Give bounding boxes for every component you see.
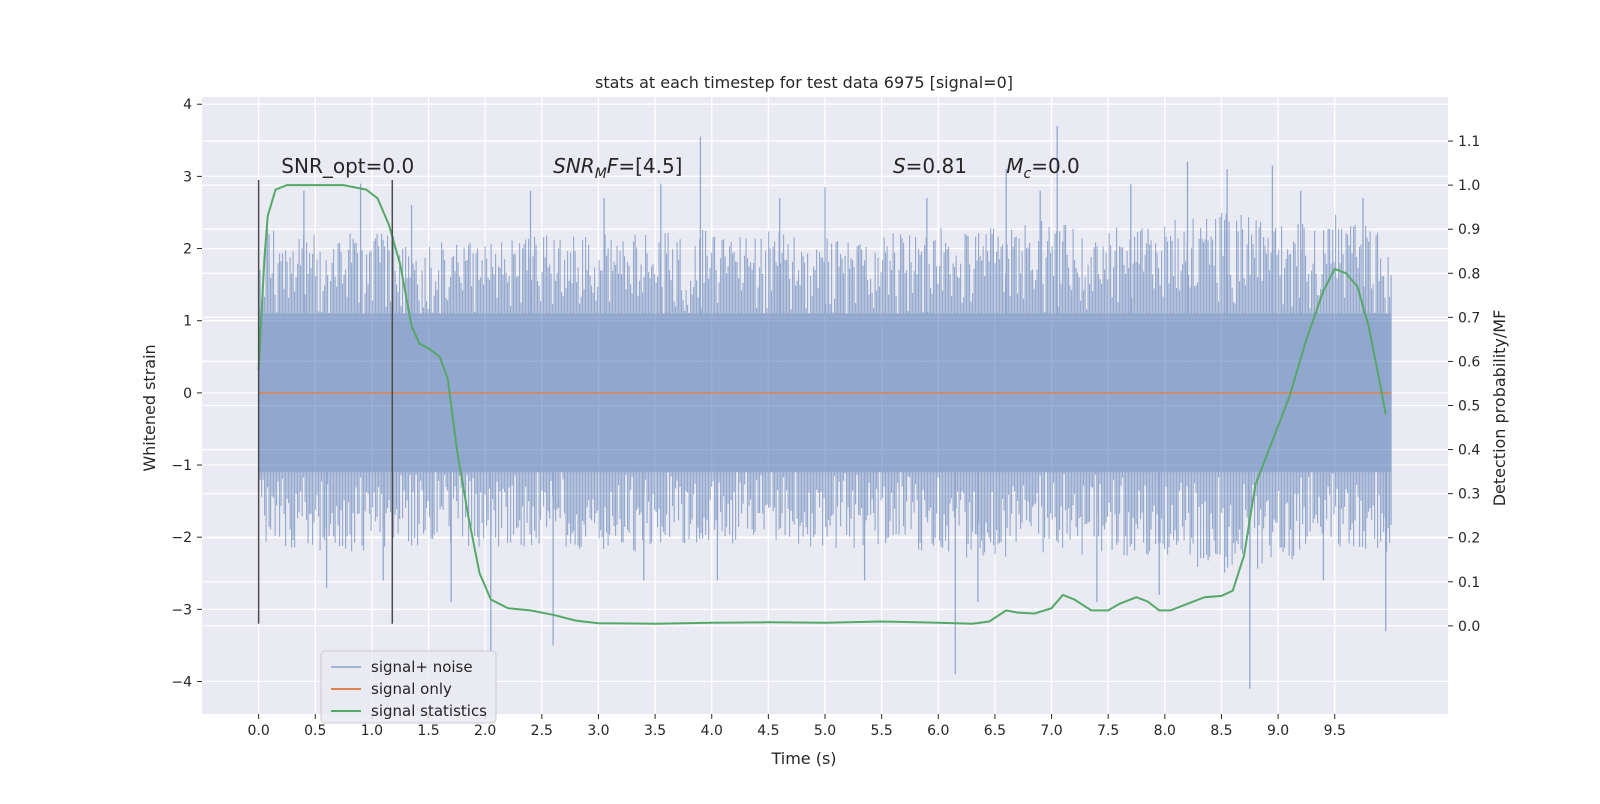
x-tick-label: 6.5 — [984, 723, 1006, 739]
y-tick-label: −3 — [171, 602, 192, 618]
x-axis-ticks: 0.0 0.5 1.0 1.5 2.0 2.5 3.0 3.5 4.0 4.5 5.0 5.5 6.0 6… — [248, 714, 1346, 739]
right-y-tick-label: 0.2 — [1458, 531, 1480, 547]
signal-statistics-line — [257, 184, 1387, 625]
signal-statistics-series — [257, 184, 1387, 625]
x-tick-label: 1.0 — [361, 723, 383, 739]
x-axis-label: Time (s) — [770, 749, 836, 768]
right-y-tick-label: 0.7 — [1458, 310, 1480, 326]
right-y-axis-label: Detection probability/MF — [1490, 310, 1509, 507]
annotation-text: S=0.81 — [893, 154, 967, 178]
x-tick-label: 5.0 — [814, 723, 836, 739]
x-tick-label: 7.5 — [1097, 723, 1119, 739]
y-tick-label: −1 — [171, 458, 192, 474]
right-y-tick-label: 0.5 — [1458, 399, 1480, 415]
y-tick-label: 1 — [183, 314, 192, 330]
signal-noise-spikes — [303, 125, 1387, 689]
x-tick-label: 9.5 — [1324, 723, 1346, 739]
x-tick-label: 6.0 — [927, 723, 949, 739]
right-y-tick-label: 0.0 — [1458, 619, 1480, 635]
annotation-text: Mc=0.0 — [1006, 154, 1080, 182]
x-tick-label: 8.0 — [1154, 723, 1176, 739]
annotations: SNR_opt=0.0 SNRMF=[4.5] S=0.81 Mc=0.0 — [281, 154, 1079, 182]
y-tick-label: 4 — [183, 97, 192, 113]
y-axis-label: Whitened strain — [140, 344, 159, 471]
legend: signal+ noise signal only signal statistic… — [320, 650, 497, 724]
y-tick-label: −4 — [171, 675, 192, 691]
right-y-tick-label: 0.9 — [1458, 222, 1480, 238]
legend-label: signal only — [371, 680, 452, 698]
y-tick-label: 2 — [183, 242, 192, 258]
x-tick-label: 0.0 — [248, 723, 270, 739]
x-tick-label: 3.0 — [587, 723, 609, 739]
y-axis-ticks: −4 −3 −2 −1 0 1 2 3 4 — [171, 97, 202, 691]
x-tick-label: 3.5 — [644, 723, 666, 739]
chart-title: stats at each timestep for test data 697… — [595, 73, 1013, 92]
x-tick-label: 8.5 — [1210, 723, 1232, 739]
right-y-tick-label: 0.1 — [1458, 575, 1480, 591]
x-tick-label: 4.0 — [701, 723, 723, 739]
y-tick-label: 0 — [183, 386, 192, 402]
x-tick-label: 5.5 — [871, 723, 893, 739]
right-y-tick-label: 0.8 — [1458, 266, 1480, 282]
y-tick-label: 3 — [183, 169, 192, 185]
x-tick-label: 2.5 — [531, 723, 553, 739]
right-y-tick-label: 0.3 — [1458, 487, 1480, 503]
legend-box — [320, 650, 497, 724]
x-tick-label: 4.5 — [757, 723, 779, 739]
annotation-text: SNRMF=[4.5] — [553, 154, 682, 182]
x-tick-label: 1.5 — [417, 723, 439, 739]
right-y-tick-label: 0.6 — [1458, 354, 1480, 370]
x-tick-label: 7.0 — [1040, 723, 1062, 739]
right-y-tick-label: 0.4 — [1458, 443, 1480, 459]
right-y-tick-label: 1.1 — [1458, 134, 1480, 150]
annotation-text: SNR_opt=0.0 — [281, 154, 414, 178]
x-tick-label: 9.0 — [1267, 723, 1289, 739]
x-tick-label: 2.0 — [474, 723, 496, 739]
y-tick-label: −2 — [171, 530, 192, 546]
x-tick-label: 0.5 — [304, 723, 326, 739]
right-y-tick-label: 1.0 — [1458, 178, 1480, 194]
marker-lines — [257, 179, 394, 624]
legend-label: signal statistics — [371, 702, 487, 720]
legend-label: signal+ noise — [371, 658, 473, 676]
right-y-axis-ticks: 0.0 0.1 0.2 0.3 0.4 0.5 0.6 0.7 0.8 0.9 1.0 1.1 — [1448, 134, 1480, 635]
